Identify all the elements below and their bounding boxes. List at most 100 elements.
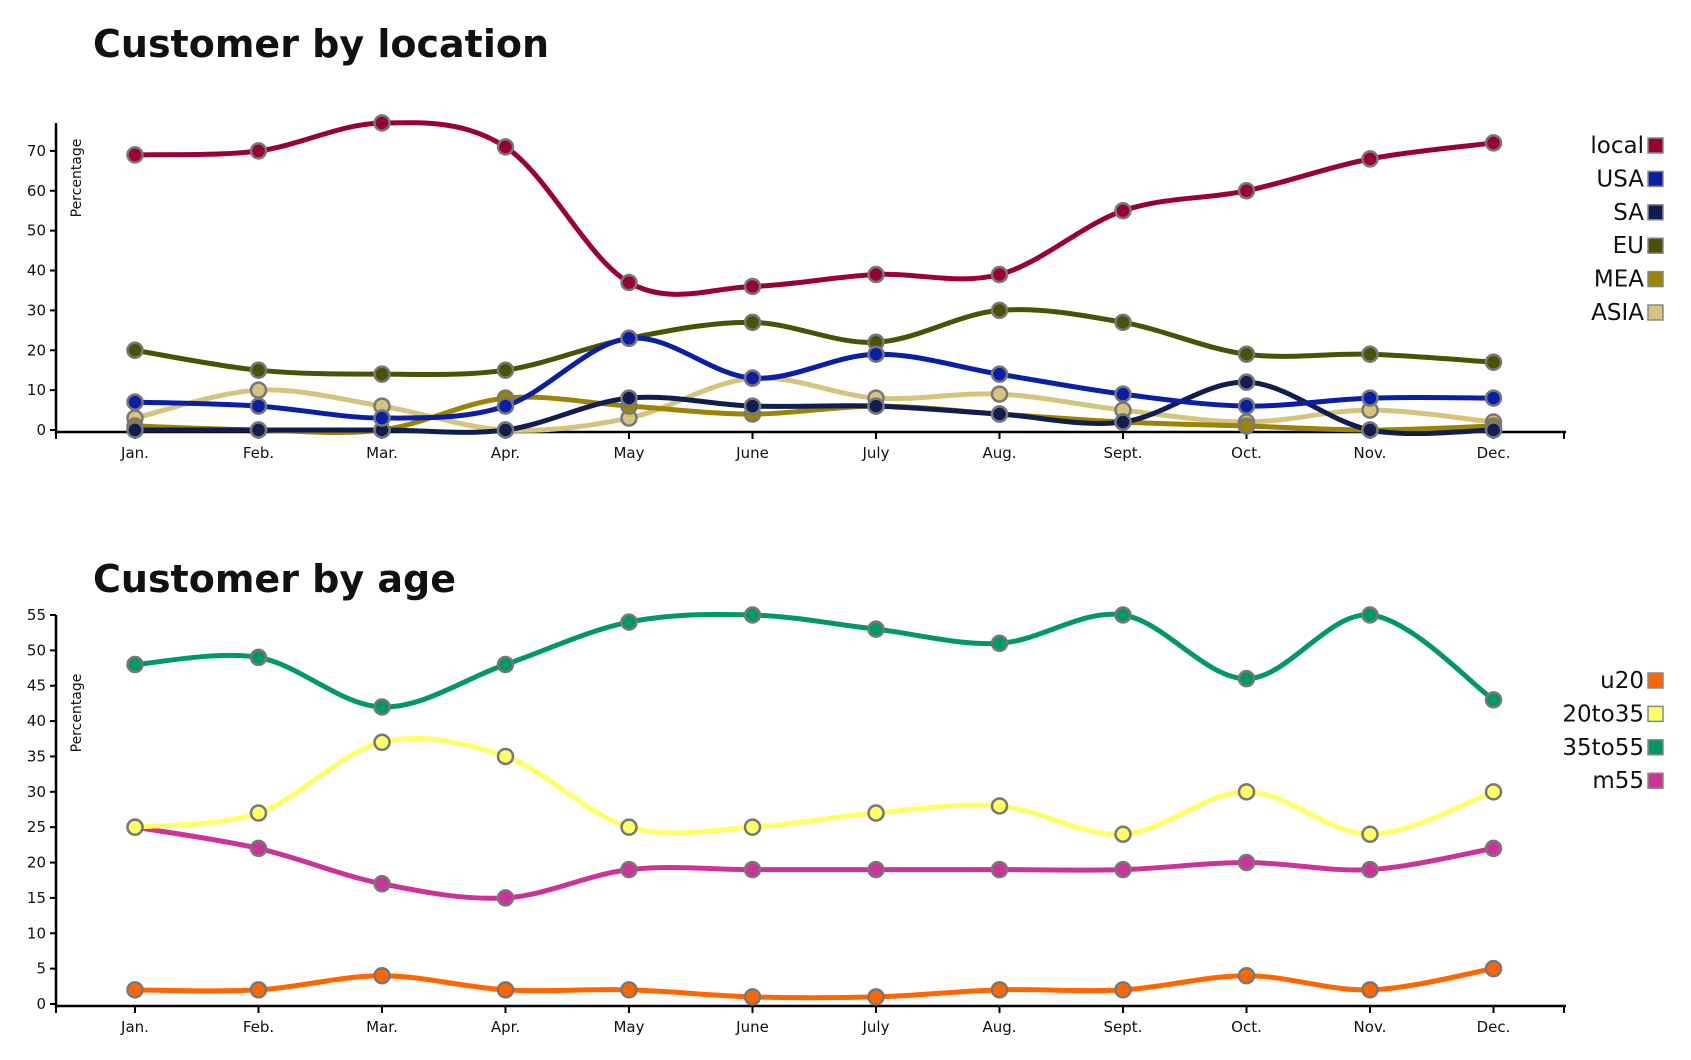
data-point-age-m55[interactable] (867, 860, 885, 879)
data-point-location-eu[interactable] (126, 341, 144, 360)
data-point-age-20to35[interactable] (496, 747, 515, 766)
data-point-age-m55[interactable] (990, 860, 1009, 879)
data-point-location-eu[interactable] (496, 361, 515, 379)
data-point-location-usa[interactable] (743, 369, 762, 387)
data-point-location-usa[interactable] (373, 409, 391, 427)
data-point-location-sa[interactable] (1484, 421, 1503, 439)
data-point-age-u20[interactable] (867, 988, 885, 1006)
data-point-age-35to55[interactable] (867, 620, 885, 638)
data-point-age-20to35[interactable] (373, 733, 391, 752)
data-point-location-local[interactable] (496, 138, 515, 156)
data-point-location-usa[interactable] (249, 397, 268, 415)
data-point-age-20to35[interactable] (249, 804, 268, 822)
data-point-age-20to35[interactable] (1237, 783, 1256, 801)
data-point-location-local[interactable] (990, 265, 1009, 284)
data-point-age-35to55[interactable] (990, 634, 1009, 653)
data-point-age-m55[interactable] (249, 839, 268, 858)
data-point-location-usa[interactable] (126, 393, 144, 411)
data-point-location-local[interactable] (126, 146, 144, 164)
data-point-age-35to55[interactable] (126, 655, 144, 674)
data-point-age-u20[interactable] (1114, 981, 1132, 999)
data-point-age-u20[interactable] (743, 988, 762, 1006)
data-point-age-35to55[interactable] (1484, 691, 1503, 709)
data-point-location-local[interactable] (1114, 201, 1132, 220)
data-point-location-sa[interactable] (990, 405, 1009, 423)
data-point-location-local[interactable] (373, 114, 391, 132)
data-point-location-eu[interactable] (743, 313, 762, 332)
data-point-age-u20[interactable] (249, 981, 268, 999)
data-point-location-local[interactable] (743, 277, 762, 296)
data-point-age-u20[interactable] (1484, 959, 1503, 978)
data-point-age-20to35[interactable] (867, 804, 885, 822)
data-point-location-asia[interactable] (990, 385, 1009, 403)
data-point-location-sa[interactable] (867, 397, 885, 415)
data-point-location-sa[interactable] (620, 389, 638, 407)
data-point-age-20to35[interactable] (1114, 825, 1132, 844)
data-point-age-35to55[interactable] (496, 655, 515, 674)
data-point-age-35to55[interactable] (1361, 606, 1379, 624)
data-point-age-35to55[interactable] (1114, 606, 1132, 624)
data-point-age-35to55[interactable] (373, 698, 391, 716)
data-point-age-20to35[interactable] (126, 818, 144, 836)
data-point-age-20to35[interactable] (620, 818, 638, 836)
data-point-age-35to55[interactable] (743, 606, 762, 624)
data-point-location-sa[interactable] (126, 421, 144, 439)
data-point-location-eu[interactable] (249, 361, 268, 379)
data-point-location-sa[interactable] (1114, 413, 1132, 431)
y-axis-label-age: Percentage (69, 674, 85, 753)
data-point-location-eu[interactable] (1361, 345, 1379, 363)
data-point-location-mea[interactable] (1237, 417, 1256, 435)
data-point-location-eu[interactable] (1484, 353, 1503, 371)
data-point-location-usa[interactable] (1484, 389, 1503, 407)
data-point-age-u20[interactable] (990, 981, 1009, 999)
data-point-location-asia[interactable] (249, 381, 268, 399)
chart-svg-age: 0 5 10 15 20 25 30 35 40 45 50 55 Percentage Jan. Feb.… (27, 606, 1664, 1036)
data-point-age-u20[interactable] (1361, 981, 1379, 999)
data-point-location-usa[interactable] (867, 345, 885, 363)
data-point-location-sa[interactable] (249, 421, 268, 439)
data-point-location-local[interactable] (1361, 150, 1379, 168)
data-point-location-sa[interactable] (496, 421, 515, 439)
data-point-age-u20[interactable] (620, 981, 638, 999)
data-point-location-eu[interactable] (990, 301, 1009, 320)
data-point-age-u20[interactable] (126, 981, 144, 999)
data-point-age-35to55[interactable] (1237, 669, 1256, 688)
data-point-age-u20[interactable] (496, 981, 515, 999)
data-point-age-20to35[interactable] (1361, 825, 1379, 844)
data-point-location-usa[interactable] (496, 397, 515, 415)
data-point-age-35to55[interactable] (620, 613, 638, 631)
data-point-age-m55[interactable] (1361, 860, 1379, 879)
data-point-location-local[interactable] (1484, 134, 1503, 152)
data-point-location-local[interactable] (249, 142, 268, 160)
data-point-age-m55[interactable] (1114, 860, 1132, 879)
data-point-location-sa[interactable] (1237, 373, 1256, 391)
data-point-age-35to55[interactable] (249, 648, 268, 667)
data-point-location-usa[interactable] (1114, 385, 1132, 403)
x-tick-label-age-nov: Nov. (1354, 1018, 1387, 1036)
legend-label-location-local: local (1590, 133, 1644, 159)
data-point-age-u20[interactable] (1237, 966, 1256, 985)
data-point-age-m55[interactable] (743, 860, 762, 879)
y-tick-label-location: 40 (27, 262, 46, 280)
data-point-age-20to35[interactable] (743, 818, 762, 836)
data-point-location-usa[interactable] (1361, 389, 1379, 407)
data-point-location-usa[interactable] (990, 365, 1009, 383)
data-point-location-eu[interactable] (1114, 313, 1132, 332)
data-point-age-m55[interactable] (620, 860, 638, 879)
data-point-age-m55[interactable] (496, 889, 515, 907)
data-point-location-local[interactable] (867, 265, 885, 284)
data-point-location-sa[interactable] (1361, 421, 1379, 439)
data-point-location-eu[interactable] (1237, 345, 1256, 363)
data-point-age-u20[interactable] (373, 966, 391, 985)
data-point-age-m55[interactable] (373, 875, 391, 893)
data-point-age-20to35[interactable] (1484, 783, 1503, 801)
data-point-location-eu[interactable] (373, 365, 391, 383)
data-point-location-local[interactable] (620, 273, 638, 292)
data-point-age-20to35[interactable] (990, 797, 1009, 815)
data-point-age-m55[interactable] (1484, 839, 1503, 858)
data-point-location-usa[interactable] (1237, 397, 1256, 415)
data-point-age-m55[interactable] (1237, 853, 1256, 872)
data-point-location-usa[interactable] (620, 329, 638, 348)
data-point-location-local[interactable] (1237, 182, 1256, 200)
data-point-location-sa[interactable] (743, 397, 762, 415)
